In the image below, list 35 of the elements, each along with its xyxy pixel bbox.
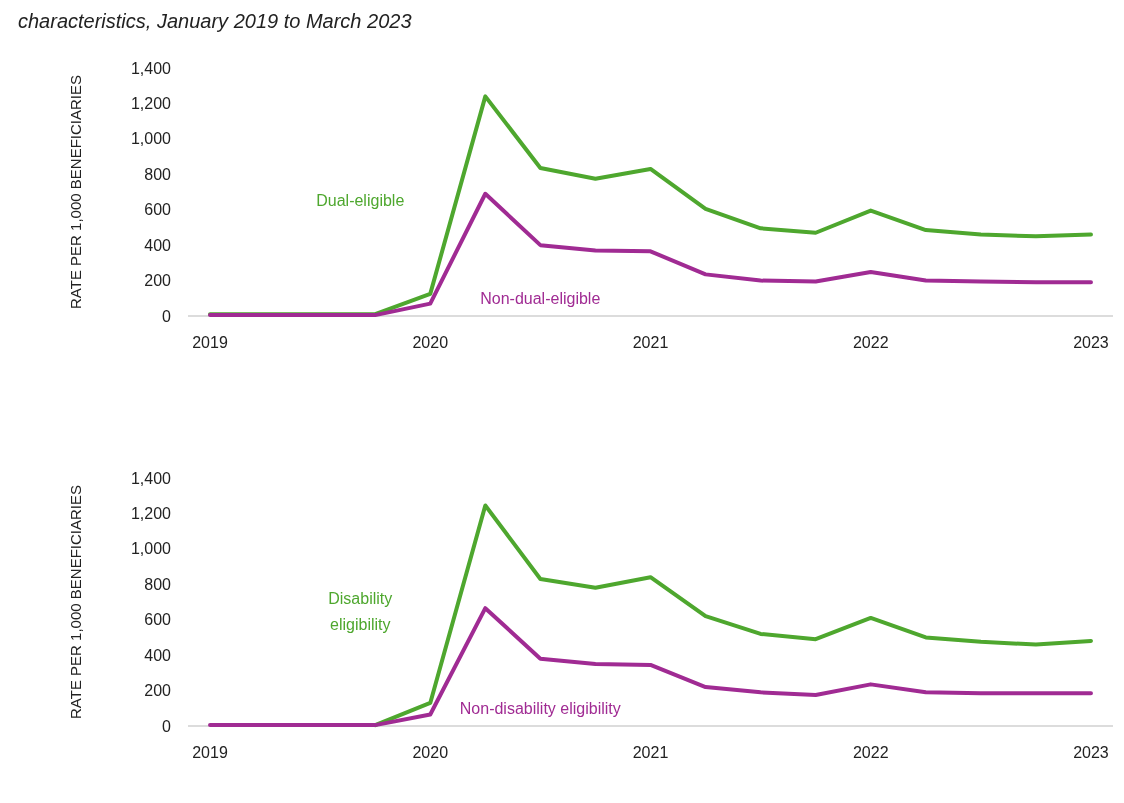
- y-tick-label: 0: [162, 307, 172, 325]
- x-tick-label: 2021: [632, 334, 669, 351]
- y-tick-label: 200: [144, 682, 172, 700]
- y-tick-label: 0: [162, 717, 172, 735]
- y-tick-label: 1,200: [130, 505, 172, 523]
- line-series: [208, 191, 1093, 318]
- y-tick-label: 1,400: [130, 59, 172, 77]
- y-tick-label: 1,000: [130, 540, 172, 558]
- x-tick-label: 2023: [1073, 744, 1109, 761]
- text: Disability eligibility: [328, 589, 393, 633]
- y-tick-label: 1,200: [130, 95, 172, 113]
- text: Non-dual-eligible: [480, 289, 601, 307]
- y-axis-title: RATE PER 1,000 BENEFICIARIES: [67, 485, 84, 719]
- text: Dual-eligible: [316, 192, 405, 210]
- x-tick-label: 2022: [852, 334, 889, 351]
- y-tick-label: 400: [144, 646, 172, 664]
- line-series: [208, 606, 1093, 728]
- y-tick-label: 1,400: [130, 469, 172, 487]
- series-label: Non-disability eligibility: [459, 700, 621, 718]
- y-tick-label: 600: [144, 611, 172, 629]
- chart-subtitle: characteristics, January 2019 to March 2023: [18, 10, 412, 32]
- x-tick-label: 2019: [192, 744, 228, 761]
- y-tick-label: 1,000: [130, 130, 172, 148]
- y-axis-title: RATE PER 1,000 BENEFICIARIES: [67, 75, 84, 309]
- x-tick-label: 2019: [192, 334, 228, 351]
- y-tick-label: 400: [144, 236, 172, 254]
- x-tick-label: 2022: [852, 744, 889, 761]
- y-tick-label: 600: [144, 201, 172, 219]
- x-tick-label: 2023: [1073, 334, 1109, 351]
- y-tick-label: 200: [144, 272, 172, 290]
- y-tick-label: 800: [144, 575, 172, 593]
- x-tick-label: 2020: [412, 744, 449, 761]
- x-tick-label: 2020: [412, 334, 449, 351]
- x-tick-label: 2021: [632, 744, 669, 761]
- y-tick-label: 800: [144, 165, 172, 183]
